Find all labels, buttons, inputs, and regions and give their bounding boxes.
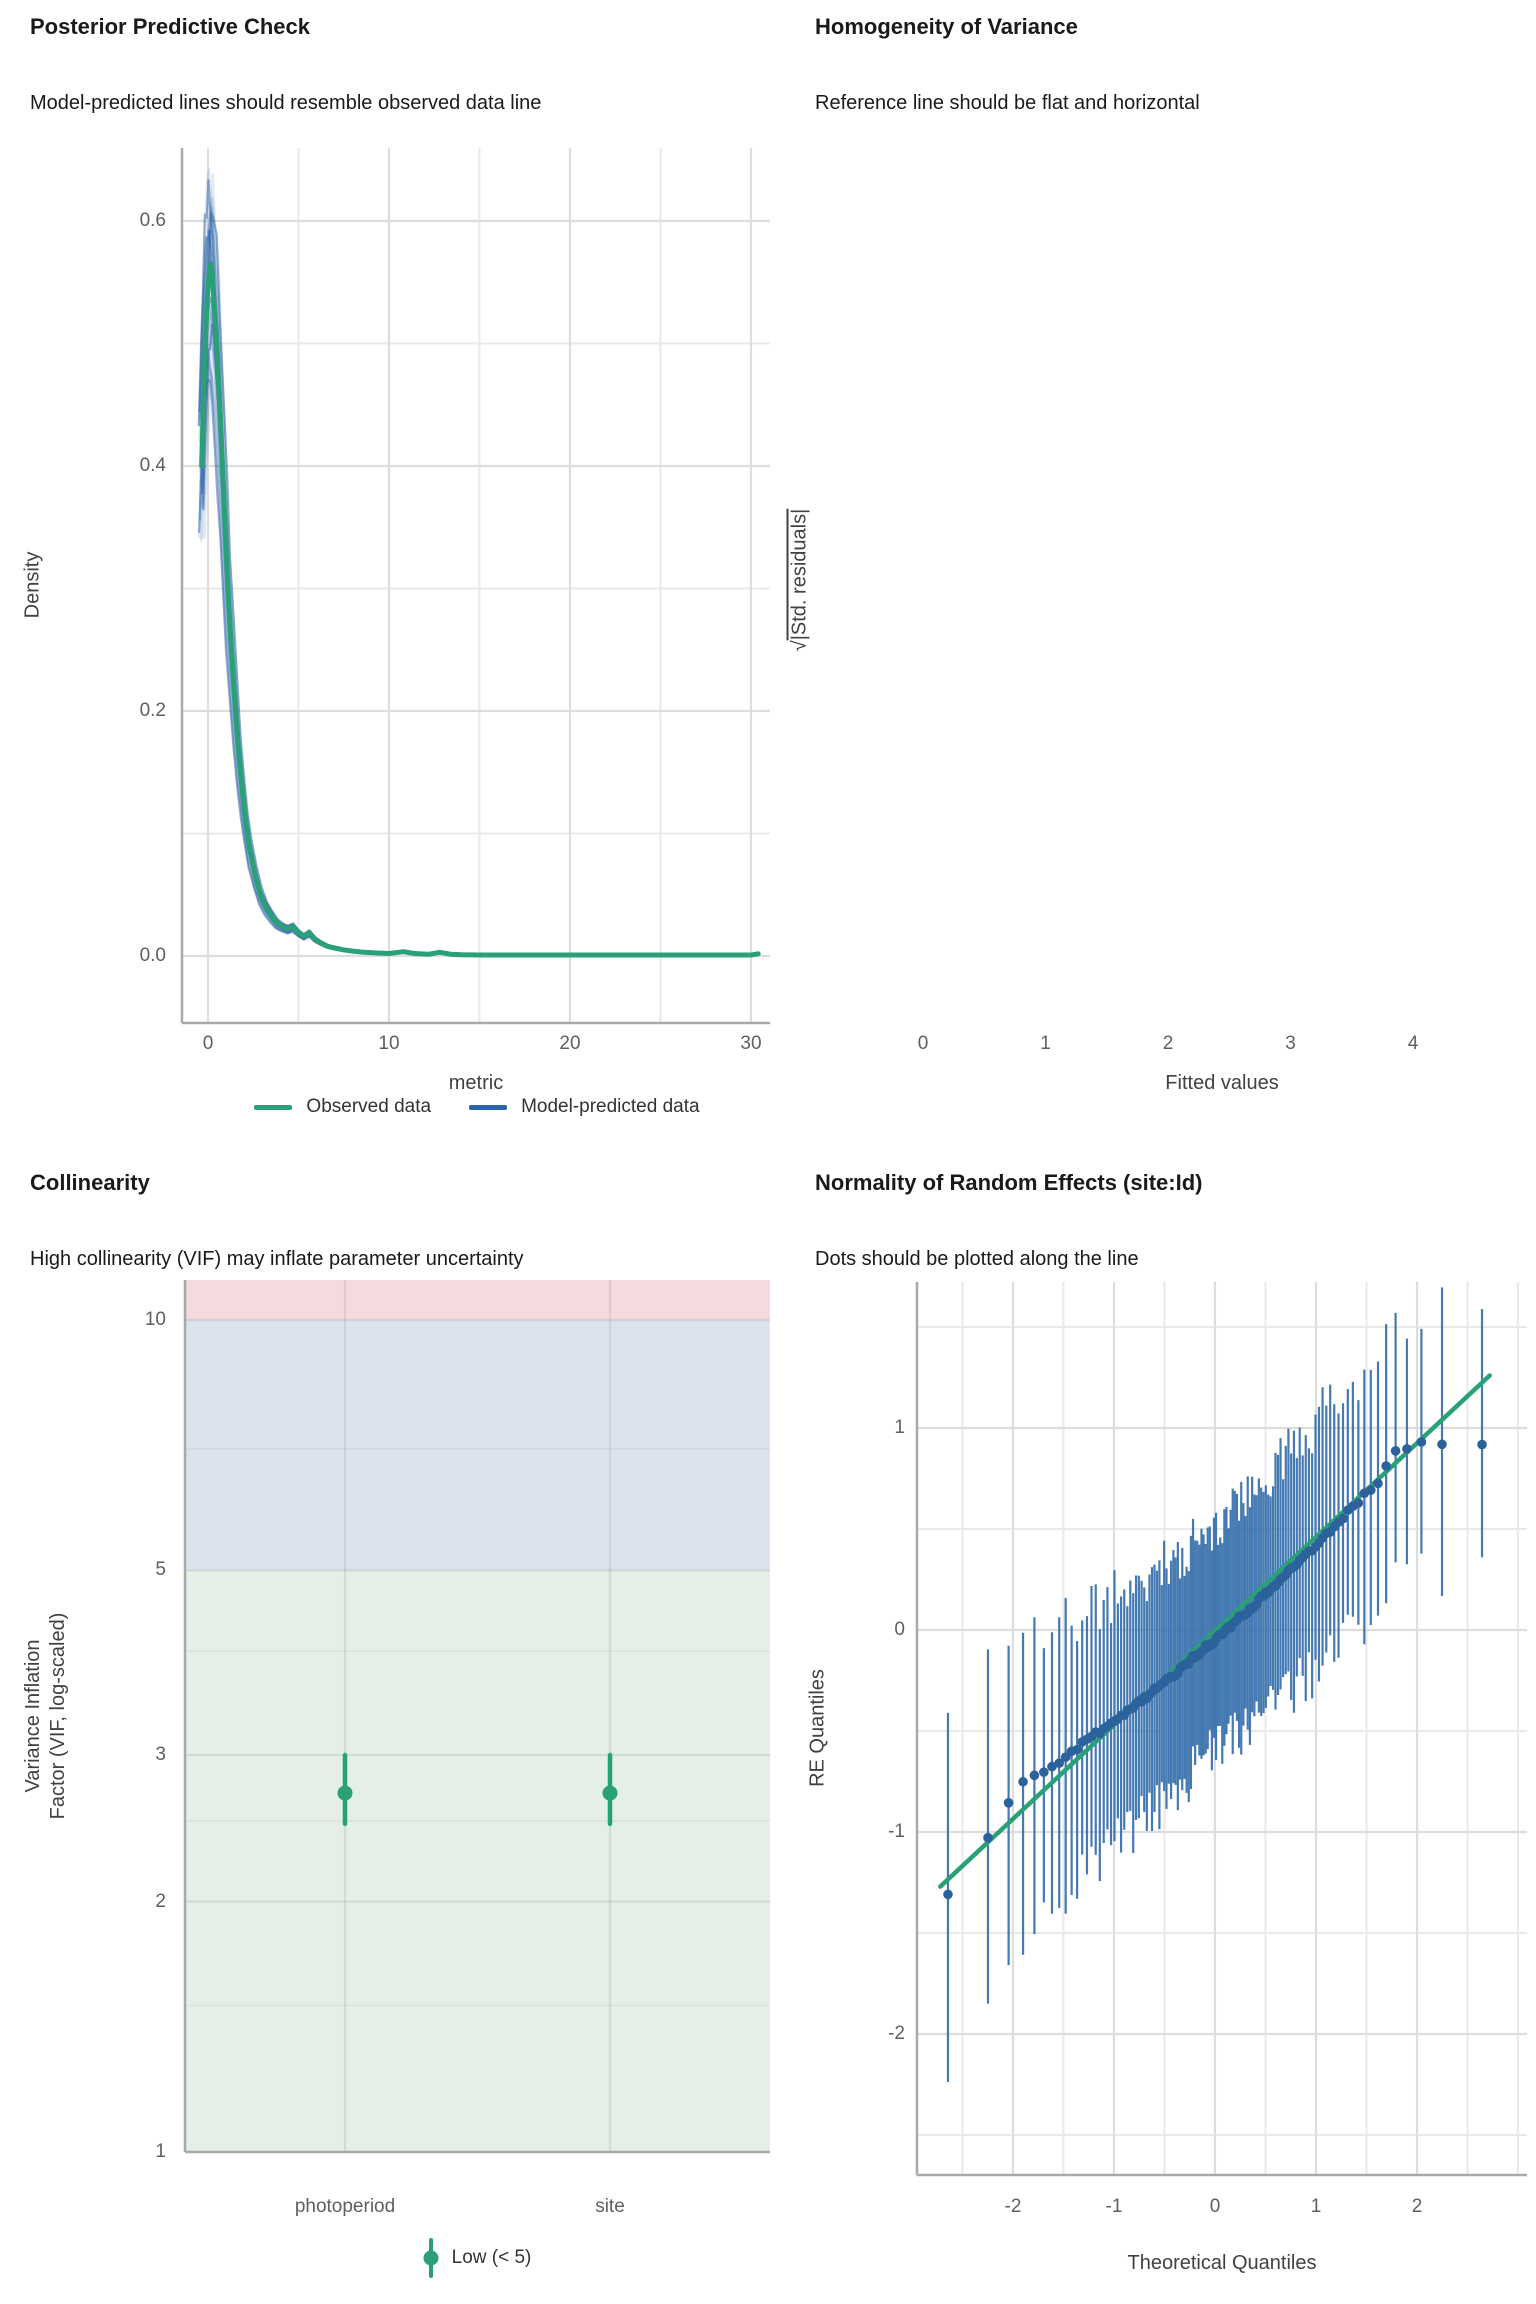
vif-band-moderate bbox=[185, 1320, 770, 1571]
collinearity-panel bbox=[183, 1280, 770, 2154]
ppc-x-axis-label: metric bbox=[448, 1072, 504, 1094]
qq-subtitle: Dots should be plotted along the line bbox=[815, 1248, 1139, 1270]
collinearity-y-tick-label: 1 bbox=[155, 2141, 166, 2162]
collinearity-legend-item-low: Low (< 5) bbox=[423, 2238, 532, 2278]
collinearity-x-tick-label: photoperiod bbox=[294, 2196, 396, 2217]
collinearity-legend-label: Low (< 5) bbox=[451, 2247, 532, 2268]
ppc-x-tick-label: 30 bbox=[740, 1033, 762, 1054]
qq-x-tick-label: 1 bbox=[1310, 2196, 1322, 2217]
homogeneity-x-tick-label: 1 bbox=[1040, 1033, 1051, 1054]
vif-point-photoperiod bbox=[337, 1785, 353, 1801]
ppc-legend-label: Observed data bbox=[306, 1096, 432, 1117]
observed-line-swatch bbox=[254, 1104, 293, 1110]
vif-point-site bbox=[602, 1785, 618, 1801]
homogeneity-x-tick-label: 0 bbox=[917, 1033, 929, 1054]
ppc-y-tick-label: 0.6 bbox=[139, 210, 166, 231]
qq-y-tick-label: 0 bbox=[894, 1619, 905, 1640]
ppc-subtitle: Model-predicted lines should resemble ob… bbox=[30, 92, 542, 114]
qq-dots bbox=[943, 1437, 1487, 1900]
ppc-legend-label: Model-predicted data bbox=[521, 1096, 700, 1117]
homogeneity-y-axis-label: √|Std. residuals| bbox=[789, 509, 812, 652]
vif-band-low bbox=[185, 1570, 770, 2152]
ppc-y-tick-label: 0.4 bbox=[139, 455, 166, 476]
ppc-observed-curve bbox=[199, 261, 761, 958]
ppc-gridlines bbox=[182, 148, 770, 1023]
collinearity-y-axis-label-line2: Factor (VIF, log-scaled) bbox=[47, 1612, 69, 1820]
qq-title: Normality of Random Effects (site:Id) bbox=[815, 1170, 1203, 1195]
qq-panel bbox=[915, 1282, 1527, 2177]
qq-y-tick-label: -2 bbox=[888, 2023, 905, 2044]
qq-y-tick-label: -1 bbox=[888, 1821, 905, 1842]
collinearity-y-tick-label: 5 bbox=[155, 1559, 166, 1581]
collinearity-subtitle: High collinearity (VIF) may inflate para… bbox=[30, 1248, 524, 1270]
qq-x-tick-label: 0 bbox=[1209, 2196, 1221, 2217]
sqrt-content: |Std. residuals| bbox=[788, 508, 811, 641]
vif-pointranges bbox=[337, 1752, 618, 1827]
ppc-legend-item-observed: Observed data bbox=[254, 1096, 431, 1118]
qq-reference-line bbox=[938, 1373, 1492, 1889]
vif-band-high bbox=[185, 1280, 770, 1320]
ppc-y-axis-label: Density bbox=[21, 551, 44, 619]
collinearity-y-axis-label-line1: Variance Inflation bbox=[22, 1639, 44, 1793]
homogeneity-x-tick-label: 4 bbox=[1407, 1033, 1419, 1054]
qq-x-tick-label: -1 bbox=[1105, 2196, 1123, 2217]
qq-x-tick-label: -2 bbox=[1004, 2196, 1022, 2217]
collinearity-x-tick-label: site bbox=[595, 2196, 625, 2217]
qq-x-axis-label: Theoretical Quantiles bbox=[1127, 2252, 1317, 2274]
homogeneity-x-axis-label: Fitted values bbox=[1165, 1072, 1279, 1094]
low-pointrange-swatch bbox=[423, 2238, 439, 2278]
ppc-y-tick-label: 0.2 bbox=[139, 700, 166, 721]
sqrt-sign: √ bbox=[788, 640, 811, 652]
collinearity-y-tick-label: 2 bbox=[155, 1890, 166, 1912]
homogeneity-x-tick-label: 2 bbox=[1162, 1033, 1174, 1054]
ppc-x-tick-label: 0 bbox=[202, 1033, 214, 1054]
ppc-x-tick-label: 20 bbox=[559, 1033, 581, 1054]
collinearity-y-tick-label: 10 bbox=[144, 1309, 166, 1330]
collinearity-legend: Low (< 5) bbox=[185, 2238, 770, 2278]
qq-y-tick-label: 1 bbox=[894, 1417, 905, 1438]
ppc-legend-item-model: Model-predicted data bbox=[469, 1096, 700, 1118]
qq-x-tick-label: 2 bbox=[1411, 2196, 1423, 2217]
collinearity-title: Collinearity bbox=[30, 1170, 150, 1195]
ppc-legend: Observed data Model-predicted data bbox=[182, 1096, 772, 1118]
qq-y-axis-label: RE Quantiles bbox=[806, 1669, 829, 1787]
collinearity-y-axis-label: Variance Inflation Factor (VIF, log-scal… bbox=[21, 1613, 71, 1820]
model-line-swatch bbox=[469, 1104, 508, 1110]
ppc-panel bbox=[180, 148, 770, 1025]
homogeneity-title: Homogeneity of Variance bbox=[815, 14, 1078, 39]
homogeneity-x-tick-label: 3 bbox=[1285, 1033, 1296, 1054]
homogeneity-subtitle: Reference line should be flat and horizo… bbox=[815, 92, 1200, 114]
ppc-y-tick-label: 0.0 bbox=[139, 945, 166, 966]
collinearity-y-tick-label: 3 bbox=[155, 1744, 166, 1766]
ppc-x-tick-label: 10 bbox=[378, 1033, 400, 1054]
collinearity-gridlines bbox=[185, 1280, 770, 2152]
ppc-title: Posterior Predictive Check bbox=[30, 14, 311, 39]
